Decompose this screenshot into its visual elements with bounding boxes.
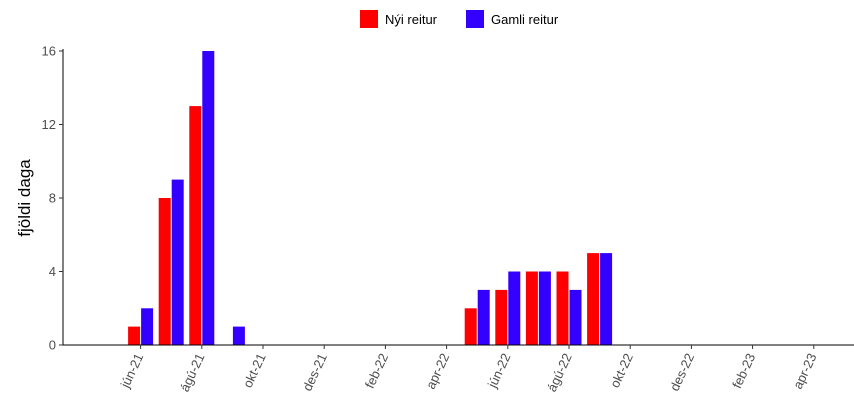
bar-nyi-reitur-sep-22 [587, 253, 600, 345]
legend-label-nyi-reitur: Nýi reitur [385, 12, 438, 27]
y-tick-label: 0 [49, 338, 56, 353]
bar-nyi-reitur-agu-21 [189, 106, 202, 345]
bar-gamli-reitur-sep-21 [232, 326, 245, 345]
legend-swatch-gamli-reitur [466, 10, 484, 28]
x-tick-label: jún-22 [484, 351, 513, 391]
y-axis-title: fjöldi daga [15, 159, 34, 237]
x-tick-label: apr-22 [423, 351, 452, 391]
bars [128, 51, 613, 346]
x-tick-label: ágú-21 [177, 351, 208, 394]
x-tick-label: okt-22 [607, 351, 636, 390]
x-tick-label: feb-23 [729, 351, 758, 391]
bar-gamli-reitur-jul-22 [538, 271, 551, 345]
x-tick-label: ágú-22 [544, 351, 575, 394]
y-axis: 0 4 8 12 16 [42, 44, 64, 353]
x-tick-label: des-21 [300, 351, 330, 393]
x-tick-label: des-22 [667, 351, 697, 393]
bar-nyi-reitur-jun-22 [495, 289, 508, 345]
bar-nyi-reitur-jun-21 [128, 326, 141, 345]
y-tick-label: 4 [49, 264, 56, 279]
bar-gamli-reitur-jul-21 [171, 179, 184, 345]
bar-gamli-reitur-sep-22 [600, 253, 613, 345]
x-axis: jún-21 ágú-21 okt-21 des-21 feb-22 apr-22 jún-… [63, 344, 854, 394]
legend: Nýi reitur Gamli reitur [360, 10, 559, 28]
bar-nyi-reitur-mai-22 [464, 308, 477, 346]
bar-gamli-reitur-jun-22 [508, 271, 521, 345]
bar-nyi-reitur-agu-22 [556, 271, 569, 345]
bar-gamli-reitur-mai-22 [477, 289, 490, 345]
bar-gamli-reitur-jun-21 [141, 308, 154, 346]
x-tick-label: feb-22 [362, 351, 391, 391]
y-tick-label: 8 [49, 191, 56, 206]
bar-gamli-reitur-agu-22 [569, 289, 582, 345]
x-tick-label: okt-21 [240, 351, 269, 390]
y-tick-label: 12 [42, 117, 56, 132]
legend-swatch-nyi-reitur [360, 10, 378, 28]
bar-gamli-reitur-agu-21 [202, 51, 215, 345]
bar-nyi-reitur-jul-21 [158, 198, 171, 345]
bar-nyi-reitur-jul-22 [525, 271, 538, 345]
x-tick-label: apr-23 [790, 351, 819, 391]
legend-label-gamli-reitur: Gamli reitur [491, 12, 559, 27]
y-tick-label: 16 [42, 44, 56, 59]
x-tick-label: jún-21 [117, 351, 146, 391]
